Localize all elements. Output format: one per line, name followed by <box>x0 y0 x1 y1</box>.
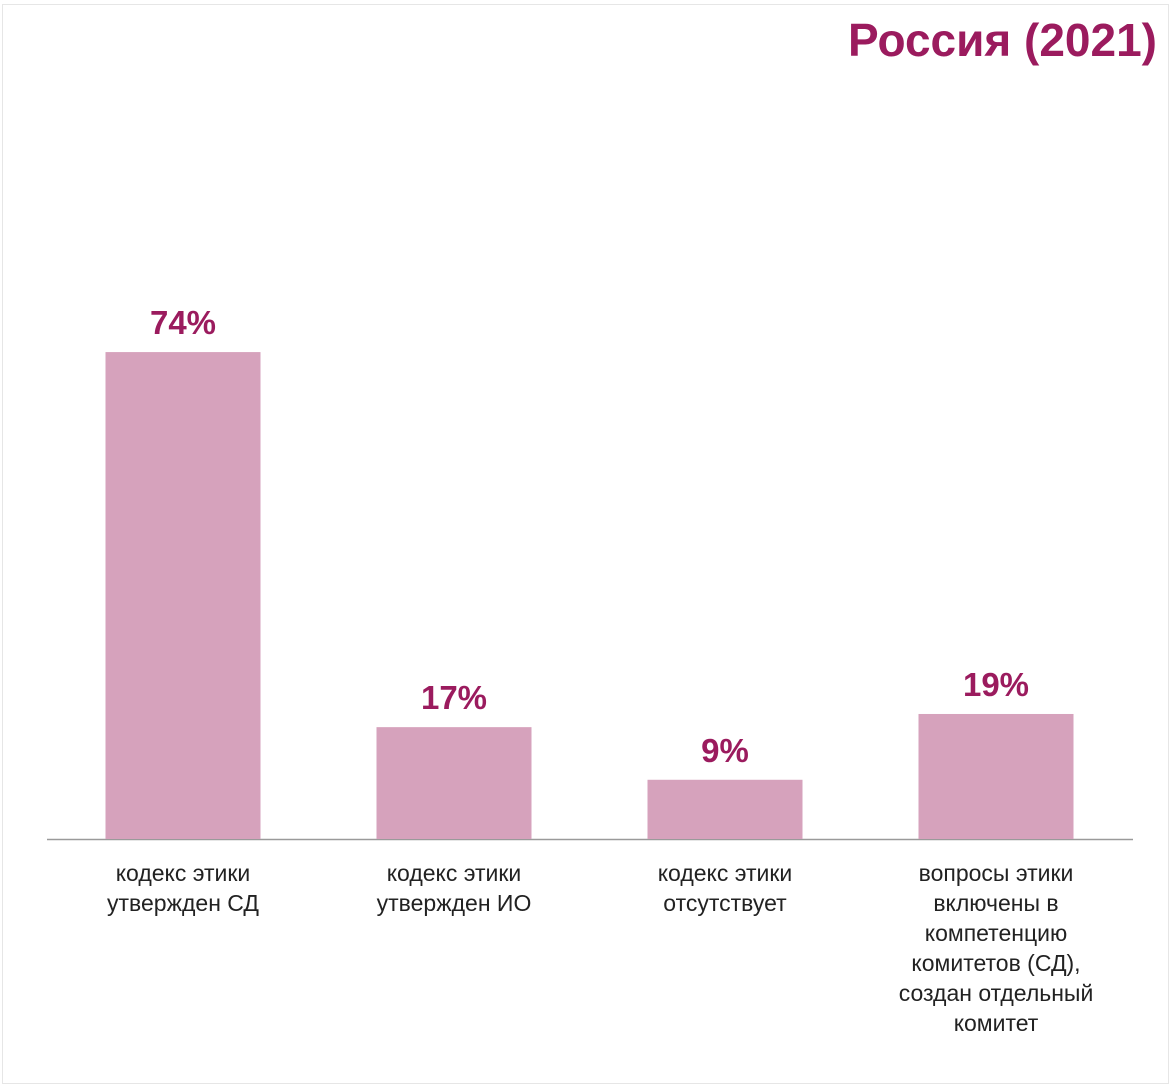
chart-title: Россия (2021) <box>847 14 1157 66</box>
value-label-4: 19% <box>963 666 1029 703</box>
value-label-3: 9% <box>701 732 749 769</box>
category-label-1: кодекс этики утвержден СД <box>107 860 259 916</box>
category-label-2: кодекс этики утвержден ИО <box>376 860 532 916</box>
bar-4 <box>918 713 1074 839</box>
bar-2 <box>376 727 532 839</box>
bar-1 <box>105 352 261 839</box>
category-label-4: вопросы этики включены в компетенцию ком… <box>898 860 1094 1036</box>
value-label-2: 17% <box>421 679 487 716</box>
category-label-3: кодекс этики отсутствует <box>657 860 793 916</box>
bar-3 <box>647 779 803 839</box>
value-label-1: 74% <box>150 304 216 341</box>
